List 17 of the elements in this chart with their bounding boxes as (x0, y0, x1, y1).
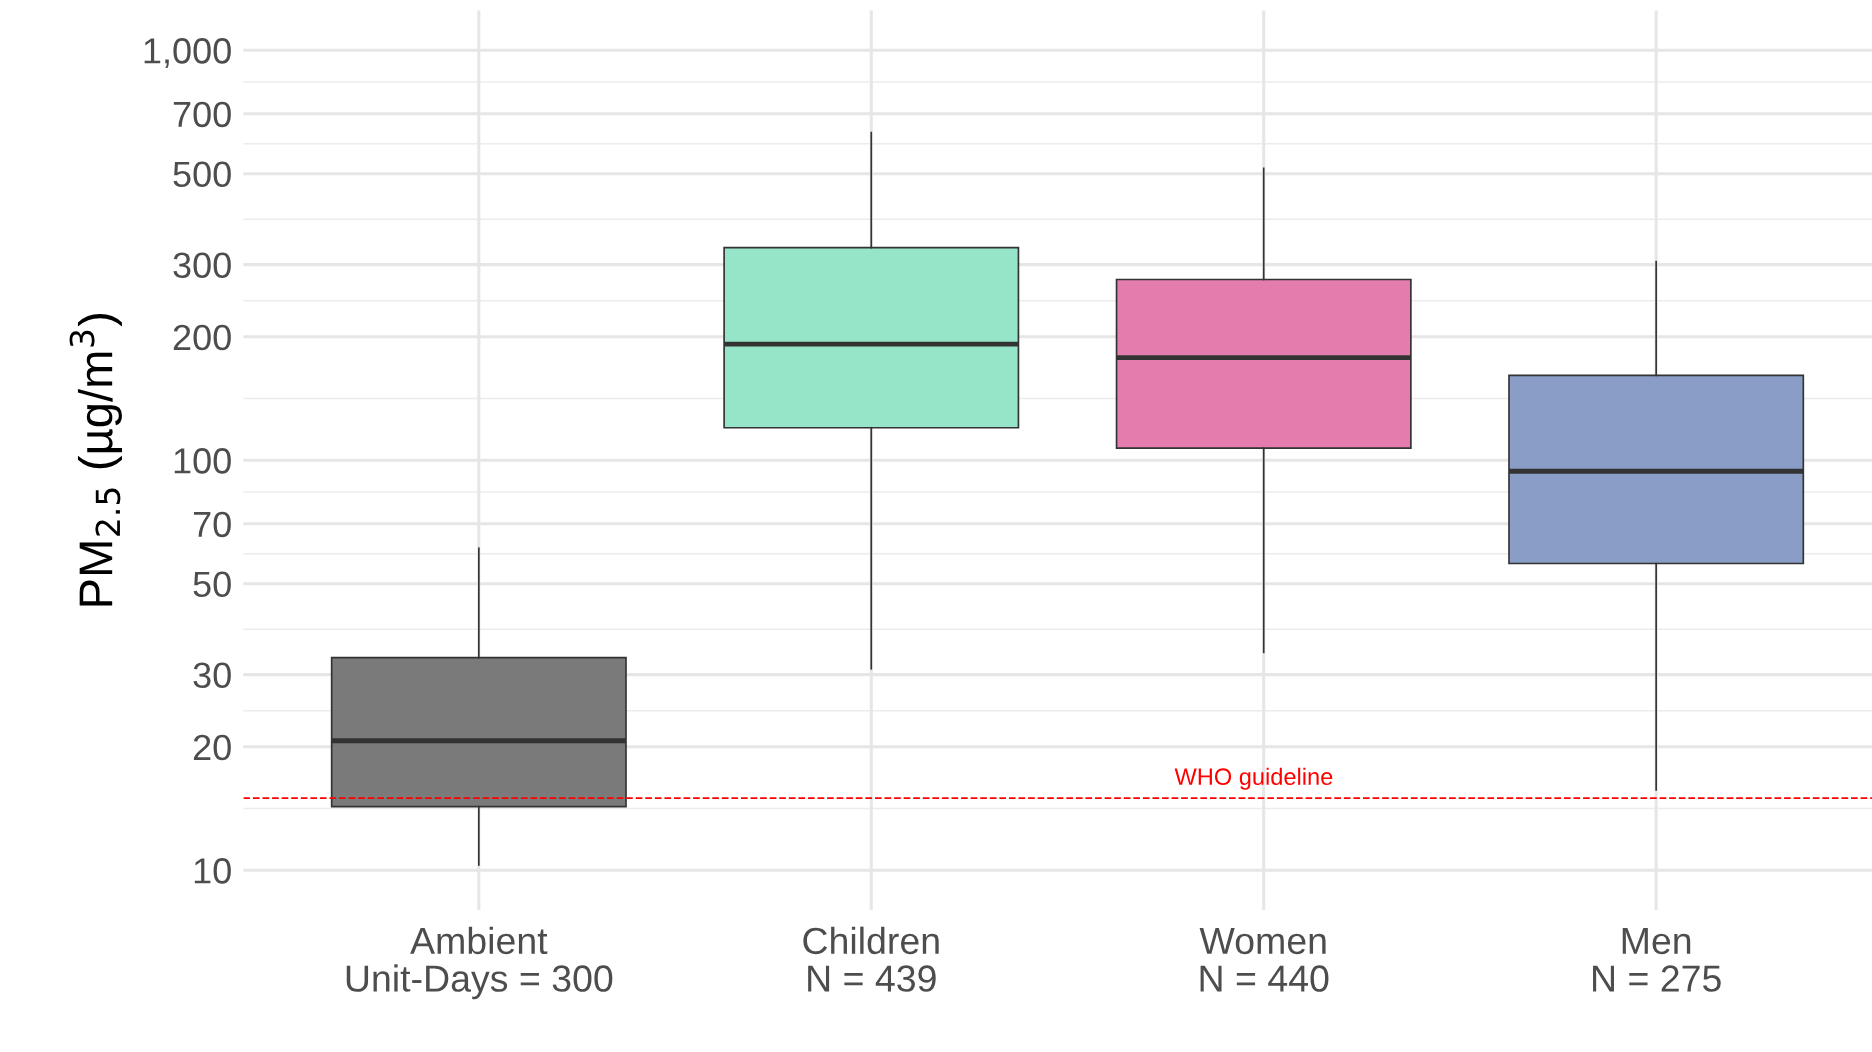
x-tick-label: Ambient Unit-Days = 300 (346, 926, 613, 1000)
x-tick-label: Men N = 275 (1593, 928, 1721, 992)
y-axis-title: PM$_{2.5}$ (µg/m$^{3}$) (69, 313, 122, 606)
y-tick-label: 200 (173, 324, 231, 351)
y-tick-label: 70 (193, 511, 231, 538)
y-tick-label: 1,000 (144, 38, 231, 68)
y-tick-label: 30 (193, 662, 231, 689)
x-tick-label: Women N = 440 (1199, 928, 1329, 992)
y-tick-label: 500 (173, 161, 231, 188)
ref-line-label: WHO guideline (1174, 767, 1333, 790)
y-tick-label: 20 (193, 734, 231, 761)
y-tick-label: 300 (173, 252, 231, 279)
x-tick-label: Children N = 439 (803, 926, 939, 992)
y-tick-label: 50 (193, 571, 231, 598)
y-tick-label: 10 (194, 858, 231, 884)
y-tick-label: 700 (173, 101, 231, 128)
y-tick-label: 100 (174, 448, 231, 474)
